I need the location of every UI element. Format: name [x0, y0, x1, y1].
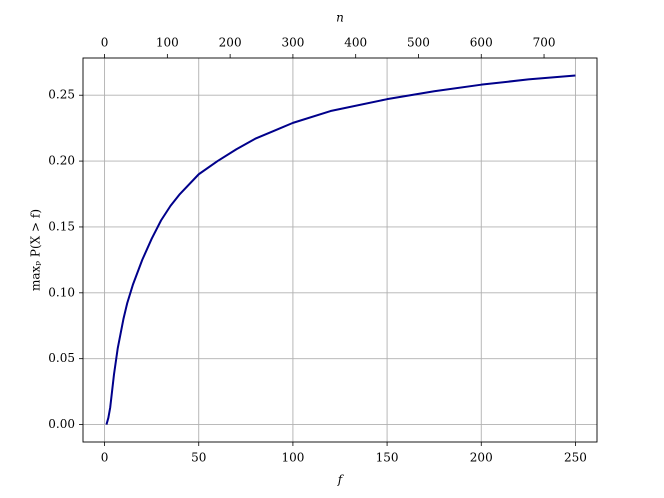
x2-tick-label: 300: [281, 36, 304, 50]
y-tick-label: 0.00: [48, 417, 75, 431]
x2-tick-label: 100: [156, 36, 179, 50]
x-tick-label: 200: [470, 451, 493, 465]
x2-tick-label: 200: [219, 36, 242, 50]
x-tick-label: 250: [564, 451, 587, 465]
y-tick-label: 0.25: [48, 88, 75, 102]
x2-tick-label: 0: [101, 36, 109, 50]
y-axis-label: maxₚ P(X > f): [29, 209, 43, 291]
x-tick-label: 0: [101, 451, 109, 465]
y-tick-label: 0.15: [48, 219, 75, 233]
y-tick-label: 0.10: [48, 285, 75, 299]
y-tick-label: 0.05: [48, 351, 75, 365]
data-line: [105, 74, 576, 425]
x-axis-label: f: [337, 473, 345, 487]
x2-tick-label: 700: [533, 36, 556, 50]
x2-tick-label: 400: [344, 36, 367, 50]
x-tick-label: 100: [281, 451, 304, 465]
x-tick-label: 150: [376, 451, 399, 465]
x2-axis-label: n: [336, 11, 344, 25]
x-tick-label: 50: [191, 451, 206, 465]
plot-frame: [82, 57, 598, 443]
x2-tick-label: 500: [407, 36, 430, 50]
y-tick-label: 0.20: [48, 154, 75, 168]
x2-tick-label: 600: [470, 36, 493, 50]
